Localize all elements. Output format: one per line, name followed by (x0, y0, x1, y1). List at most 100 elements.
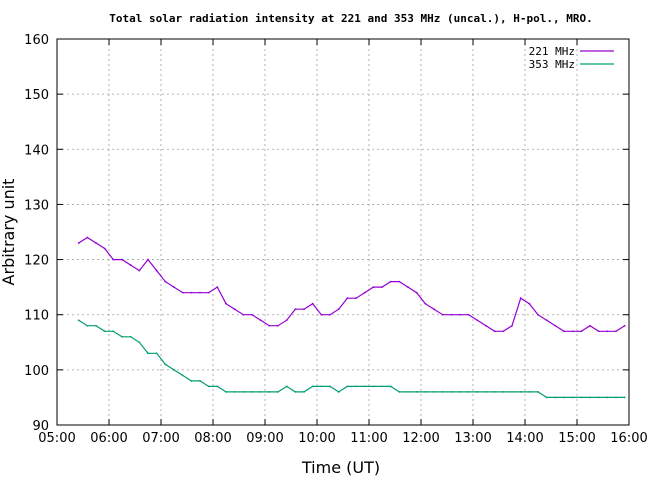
data-point (181, 374, 184, 377)
data-point (485, 324, 487, 327)
data-point (363, 291, 366, 294)
legend-label-353: 353 MHz (529, 58, 575, 71)
x-tick-label: 16:00 (610, 431, 647, 446)
data-point (381, 286, 383, 289)
data-point (337, 391, 340, 393)
data-point (433, 391, 435, 393)
data-point (511, 391, 513, 393)
data-point (441, 313, 444, 316)
data-point (242, 313, 245, 316)
data-point (303, 391, 305, 393)
data-point (519, 297, 522, 300)
x-tick-label: 13:00 (454, 431, 491, 446)
legend-label-221: 221 MHz (529, 45, 575, 58)
data-point (459, 313, 461, 316)
data-point (277, 391, 279, 393)
data-point (268, 391, 271, 393)
data-point (112, 330, 115, 333)
data-point (147, 258, 149, 261)
data-point (138, 341, 141, 344)
data-point (597, 396, 600, 399)
data-point (285, 385, 288, 388)
data-point (476, 391, 479, 393)
data-point (329, 313, 331, 316)
data-point (528, 391, 531, 393)
x-tick-label: 11:00 (350, 431, 387, 446)
data-point (233, 308, 236, 311)
x-tick-label: 08:00 (194, 431, 231, 446)
data-point (459, 391, 461, 393)
y-tick-label: 160 (24, 33, 49, 48)
data-point (519, 391, 522, 393)
data-point (329, 385, 331, 388)
y-tick-label: 120 (24, 254, 49, 269)
legend: 221 MHz 353 MHz (529, 45, 614, 71)
data-point (554, 396, 557, 399)
data-point (407, 391, 409, 393)
data-point (190, 379, 193, 382)
data-point (381, 385, 383, 388)
data-point (615, 330, 617, 333)
data-point (623, 324, 626, 327)
x-tick-label: 12:00 (402, 431, 439, 446)
data-point (563, 396, 565, 399)
data-point (112, 258, 115, 261)
data-point (303, 308, 305, 311)
data-point (545, 319, 548, 322)
data-point (216, 286, 219, 289)
data-point (95, 242, 97, 244)
data-point (86, 236, 89, 239)
data-point (190, 291, 193, 294)
data-point (320, 313, 323, 316)
data-point (207, 385, 210, 388)
data-point (103, 330, 106, 333)
data-point (389, 280, 392, 283)
data-point (155, 352, 158, 355)
data-point (623, 396, 626, 399)
data-point (537, 313, 539, 316)
data-point (493, 391, 496, 393)
data-point (320, 385, 323, 388)
data-point (207, 291, 210, 294)
data-point (355, 297, 357, 300)
data-point (311, 302, 314, 305)
data-point (77, 242, 80, 244)
data-point (311, 385, 314, 388)
data-point (173, 286, 175, 289)
plot-frame (56, 38, 630, 426)
data-point (372, 286, 375, 289)
data-point (415, 391, 418, 393)
data-point (615, 396, 617, 399)
data-point (259, 391, 262, 393)
data-point (589, 396, 591, 399)
x-axis-label: Time (UT) (301, 458, 380, 477)
data-point (147, 352, 149, 355)
data-point (199, 291, 201, 294)
x-tick-label: 06:00 (90, 431, 127, 446)
data-point (103, 247, 106, 250)
data-point (155, 269, 158, 272)
data-point (528, 302, 531, 305)
y-tick-label: 150 (24, 88, 49, 103)
data-point (294, 308, 297, 311)
data-point (537, 391, 539, 393)
y-tick-label: 100 (24, 364, 49, 379)
data-point (242, 391, 245, 393)
data-point (337, 308, 340, 311)
data-point (346, 385, 349, 388)
grid-lines (57, 39, 629, 425)
data-point (493, 330, 496, 333)
data-point (467, 391, 470, 393)
data-point (86, 324, 89, 327)
x-tick-label: 14:00 (506, 431, 543, 446)
data-point (571, 396, 574, 399)
series-layer (77, 236, 626, 399)
data-point (597, 330, 600, 333)
data-point (216, 385, 219, 388)
data-point (164, 363, 167, 366)
data-point (424, 302, 427, 305)
data-point (545, 396, 548, 399)
data-point (164, 280, 167, 283)
series-line-221-mhz (78, 236, 626, 332)
